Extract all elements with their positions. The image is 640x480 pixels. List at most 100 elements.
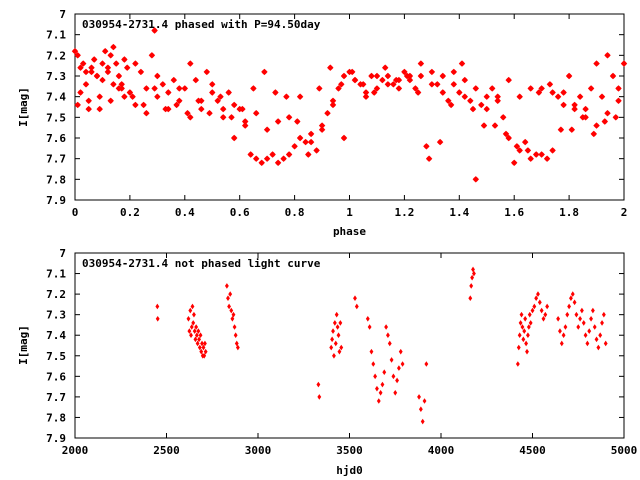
- top-data-point: [329, 97, 337, 104]
- top-data-point: [176, 97, 183, 104]
- bottom-data-point: [581, 320, 586, 326]
- top-data-point: [253, 110, 260, 117]
- top-data-point: [165, 89, 172, 96]
- top-data-point: [231, 101, 238, 109]
- top-data-point: [305, 151, 312, 158]
- top-data-point: [417, 72, 425, 80]
- top-data-point: [379, 76, 386, 84]
- bottom-data-point: [536, 291, 540, 297]
- bottom-data-point: [380, 381, 385, 388]
- top-data-point: [187, 114, 194, 121]
- top-data-point: [571, 101, 578, 109]
- top-data-point: [263, 155, 271, 162]
- top-data-point: [390, 81, 397, 88]
- top-data-point: [557, 126, 565, 133]
- bottom-ticks: 2000 2500 3000 3500 4000 4500 5000 7 7.1 7.2 7.3 7.…: [46, 247, 637, 457]
- top-data-point: [467, 97, 474, 104]
- top-data-point: [428, 68, 436, 76]
- top-data-point: [395, 85, 403, 92]
- bottom-x-tick-label: 4000: [428, 444, 455, 457]
- bottom-data-point: [387, 340, 392, 347]
- top-data-point: [110, 81, 117, 88]
- bottom-data-point: [229, 307, 234, 314]
- top-data-point: [494, 97, 501, 104]
- top-data-point: [225, 89, 232, 96]
- top-data-point: [129, 93, 136, 100]
- top-data-point: [184, 110, 191, 117]
- bottom-data-point: [386, 332, 390, 339]
- top-data-point: [228, 114, 235, 121]
- bottom-data-point: [335, 324, 340, 330]
- top-data-point: [329, 101, 337, 109]
- bottom-y-tick-label: 7.9: [46, 432, 66, 445]
- top-data-point: [335, 85, 342, 92]
- top-y-tick-label: 7: [59, 8, 66, 21]
- bottom-data-point: [231, 311, 236, 318]
- top-data-point: [393, 76, 400, 84]
- top-data-point: [349, 68, 356, 76]
- top-y-tick-label: 7.7: [46, 153, 66, 166]
- bottom-data-point: [598, 332, 603, 339]
- top-data-point: [217, 93, 224, 100]
- top-data-point: [220, 105, 227, 113]
- top-data-point: [590, 130, 597, 138]
- top-data-point: [538, 151, 545, 158]
- bottom-data-point: [333, 340, 338, 347]
- top-data-point: [274, 159, 282, 166]
- top-data-point: [96, 105, 103, 113]
- top-data-point: [406, 76, 414, 84]
- bottom-data-point: [197, 336, 201, 343]
- top-data-point: [209, 81, 216, 88]
- top-data-point: [93, 72, 101, 80]
- top-data-point: [285, 114, 293, 121]
- bottom-data-point: [528, 320, 533, 326]
- bottom-data-point: [572, 299, 577, 306]
- bottom-data-points: [155, 266, 608, 425]
- top-data-point: [296, 134, 304, 142]
- bottom-data-point: [585, 340, 590, 347]
- top-data-point: [82, 68, 90, 76]
- top-data-point: [469, 105, 477, 113]
- bottom-data-point: [203, 348, 208, 355]
- top-data-point: [456, 89, 463, 96]
- top-data-point: [118, 81, 125, 88]
- bottom-data-point: [518, 320, 523, 326]
- top-data-point: [384, 72, 392, 80]
- top-data-point: [612, 114, 619, 121]
- top-data-point: [604, 52, 611, 59]
- top-data-point: [291, 143, 298, 150]
- top-data-point: [351, 76, 359, 84]
- top-data-point: [187, 60, 194, 67]
- bottom-data-point: [337, 348, 342, 355]
- top-data-point: [110, 43, 117, 51]
- bottom-data-point: [537, 299, 542, 306]
- top-x-tick-label: 0.2: [120, 206, 140, 219]
- bottom-data-point: [470, 274, 475, 281]
- top-x-axis-label: phase: [333, 225, 366, 238]
- top-data-point: [362, 89, 370, 96]
- bottom-data-point: [530, 307, 535, 314]
- bottom-data-point: [316, 381, 321, 388]
- top-data-point: [576, 93, 584, 100]
- top-x-tick-label: 0.4: [175, 206, 195, 219]
- bottom-data-point: [188, 307, 193, 314]
- bottom-data-point: [574, 311, 579, 318]
- bottom-y-tick-label: 7.8: [46, 411, 66, 424]
- bottom-data-point: [233, 332, 238, 339]
- bottom-data-point: [201, 344, 206, 351]
- bottom-data-point: [541, 315, 546, 322]
- bottom-data-point: [515, 361, 520, 367]
- bottom-data-point: [578, 315, 582, 322]
- bottom-data-point: [567, 303, 572, 310]
- bottom-data-point: [384, 324, 389, 330]
- bottom-x-tick-label: 2000: [62, 444, 89, 457]
- top-plot-frame: [74, 13, 625, 201]
- bottom-data-point: [398, 348, 403, 355]
- bottom-data-point: [469, 283, 474, 289]
- bottom-data-point: [332, 320, 337, 326]
- top-data-point: [77, 89, 84, 96]
- top-data-point: [107, 52, 114, 59]
- top-data-point: [140, 101, 147, 109]
- top-data-point: [533, 151, 540, 158]
- bottom-data-point: [521, 336, 526, 343]
